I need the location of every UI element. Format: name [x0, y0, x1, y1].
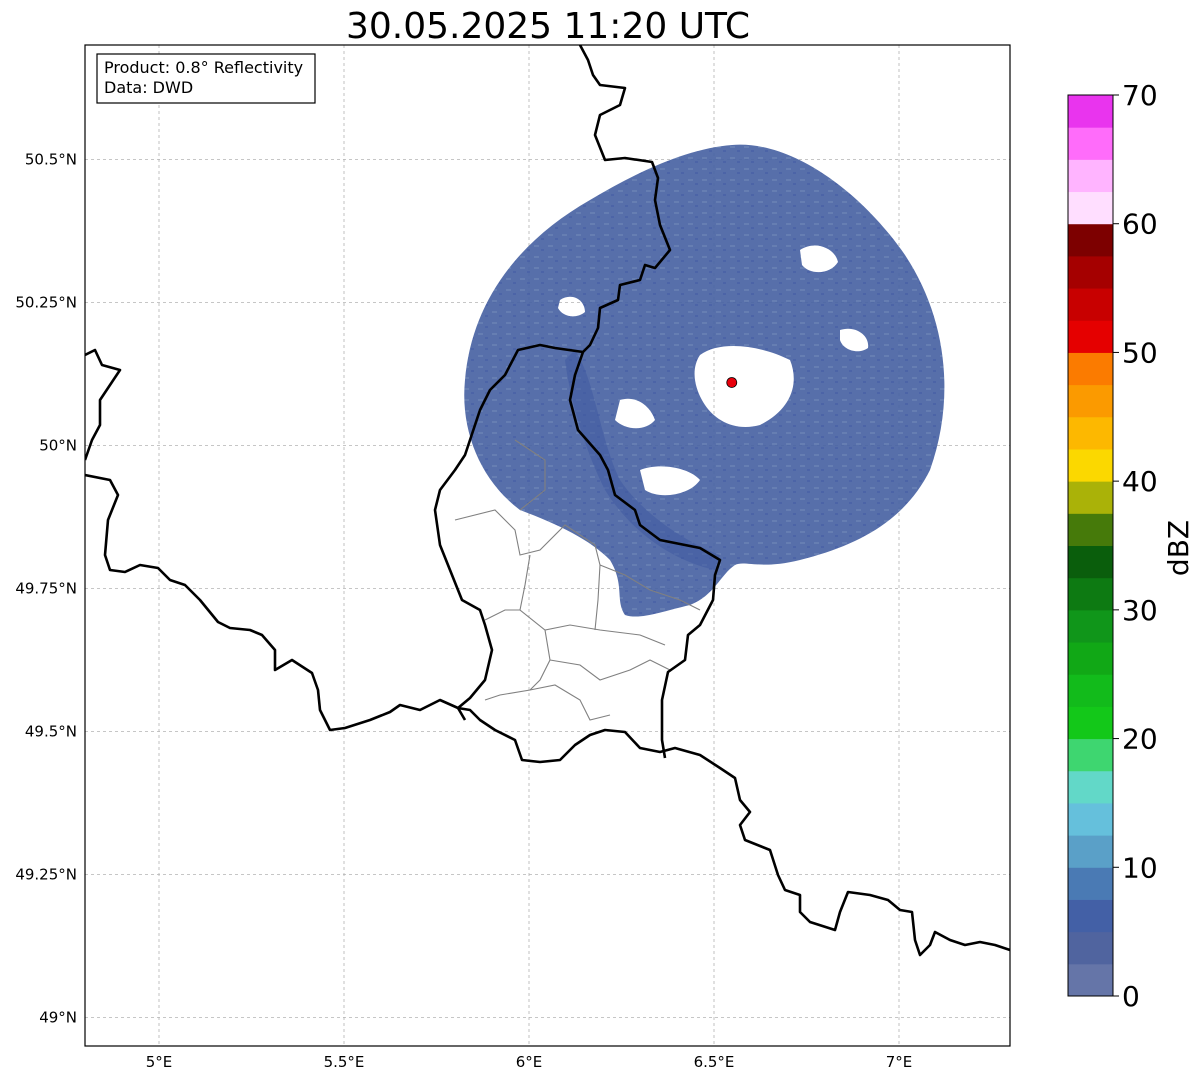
colorbar-tick-label: 0: [1122, 980, 1140, 1013]
info-product: Product: 0.8° Reflectivity: [104, 58, 303, 77]
colorbar-segment: [1068, 255, 1113, 289]
colorbar-segment: [1068, 223, 1113, 257]
colorbar-segment: [1068, 288, 1113, 321]
district-boundary-line: [519, 554, 666, 646]
colorbar-segment: [1068, 802, 1113, 836]
lat-tick-label: 50.5°N: [25, 150, 77, 168]
lon-tick-label: 6°E: [516, 1053, 543, 1071]
colorbar-tick-label: 40: [1122, 465, 1158, 498]
info-box-frame: [96, 53, 316, 104]
radar-echo-coverage: [464, 144, 945, 617]
colorbar-segment: [1068, 191, 1113, 225]
country-borders: [85, 45, 1010, 957]
border-france-north: [85, 473, 1010, 957]
colorbar-segment: [1068, 770, 1113, 804]
colorbar-ticks: 0 10 20 30 40 50 60 70: [1113, 79, 1158, 1013]
colorbar-frame: [1067, 94, 1114, 997]
colorbar-tick-label: 50: [1122, 336, 1158, 369]
lat-tick-label: 49.25°N: [15, 865, 77, 883]
colorbar-segment: [1068, 481, 1113, 514]
border-belgium-north: [85, 348, 122, 461]
colorbar-segment: [1068, 159, 1113, 193]
longitude-tick-labels: 5°E 5.5°E 6°E 6.5°E 7°E: [146, 1053, 913, 1071]
lat-tick-label: 50°N: [39, 436, 77, 454]
colorbar-segment: [1068, 127, 1113, 160]
district-boundary-line: [484, 629, 551, 701]
colorbar-tick-label: 70: [1122, 79, 1158, 112]
colorbar-segment: [1068, 352, 1113, 386]
map-frame: [84, 44, 1011, 1047]
colorbar-tick-label: 20: [1122, 723, 1158, 756]
district-boundary-line: [529, 684, 611, 721]
district-boundary-line: [514, 439, 546, 511]
colorbar-segment: [1068, 674, 1113, 707]
radar-site-marker: [726, 377, 738, 388]
district-boundary-line: [454, 509, 701, 611]
colorbar-segment: [1068, 448, 1113, 482]
colorbar-tick-label: 60: [1122, 208, 1158, 241]
lon-tick-label: 7°E: [886, 1053, 913, 1071]
colorbar-label: dBZ: [1162, 520, 1195, 576]
colorbar-segment: [1068, 577, 1113, 611]
lon-tick-label: 5°E: [146, 1053, 173, 1071]
latitude-tick-labels: 50.5°N 50.25°N 50°N 49.75°N 49.5°N 49.25°N 49°…: [15, 150, 77, 1026]
colorbar-segment: [1068, 95, 1113, 128]
colorbar: 0 10 20 30 40 50 60 70 dBZ: [1067, 79, 1195, 1013]
colorbar-segment: [1068, 835, 1113, 868]
lon-tick-label: 5.5°E: [324, 1053, 365, 1071]
colorbar-segment: [1068, 738, 1113, 772]
info-data-source: Data: DWD: [104, 78, 193, 97]
map-title: 30.05.2025 11:20 UTC: [346, 6, 750, 47]
lon-tick-label: 6.5°E: [694, 1053, 735, 1071]
colorbar-segment: [1068, 706, 1113, 740]
lat-tick-label: 50.25°N: [15, 293, 77, 311]
district-boundary-line: [549, 659, 671, 681]
colorbar-segments: [1068, 95, 1113, 997]
info-box: Product: 0.8° Reflectivity Data: DWD: [96, 53, 316, 104]
district-boundaries: [454, 439, 701, 721]
colorbar-segment: [1068, 963, 1113, 997]
district-boundary-line: [484, 609, 520, 621]
colorbar-segment: [1068, 867, 1113, 900]
colorbar-tick-label: 10: [1122, 851, 1158, 884]
colorbar-segment: [1068, 931, 1113, 965]
district-boundary-line: [594, 564, 601, 631]
lat-tick-label: 49°N: [39, 1008, 77, 1026]
colorbar-segment: [1068, 545, 1113, 579]
colorbar-segment: [1068, 642, 1113, 675]
colorbar-segment: [1068, 320, 1113, 353]
border-luxembourg-west: [433, 343, 584, 721]
lat-tick-label: 49.5°N: [25, 722, 77, 740]
colorbar-segment: [1068, 513, 1113, 546]
colorbar-segment: [1068, 384, 1113, 418]
border-germany-west: [568, 45, 722, 759]
lat-tick-label: 49.75°N: [15, 579, 77, 597]
colorbar-segment: [1068, 899, 1113, 933]
colorbar-tick-label: 30: [1122, 594, 1158, 627]
colorbar-segment: [1068, 609, 1113, 643]
map-panel: Product: 0.8° Reflectivity Data: DWD 50.…: [15, 44, 1011, 1071]
colorbar-segment: [1068, 416, 1113, 450]
